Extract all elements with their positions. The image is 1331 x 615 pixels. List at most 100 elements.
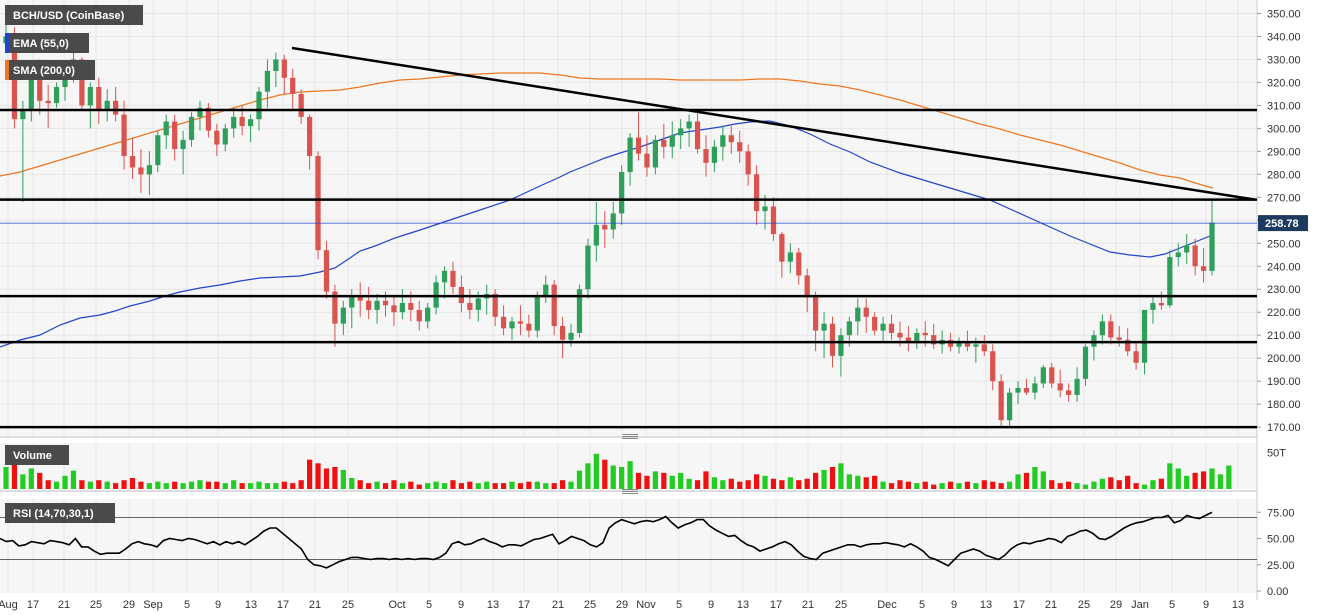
price-tick-label: 180.00 <box>1267 399 1301 411</box>
rsi-tag-label: RSI (14,70,30,1) <box>13 508 94 520</box>
last-price-value: 258.78 <box>1265 218 1299 230</box>
volume-bar-down <box>888 483 895 489</box>
candle-up <box>28 75 34 110</box>
time-tick-label: Jan <box>1131 599 1149 611</box>
volume-bar-down <box>332 467 338 489</box>
candle-up <box>256 91 262 120</box>
volume-bar-down <box>298 480 304 489</box>
volume-bar-up <box>652 471 658 489</box>
volume-bar-up <box>399 483 405 489</box>
candle-down <box>897 332 903 338</box>
volume-bar-down <box>694 480 701 489</box>
volume-bar-up <box>838 463 844 489</box>
candle-up <box>1184 245 1190 253</box>
volume-bar-up <box>3 467 9 489</box>
price-tick-label: 230.00 <box>1267 284 1301 296</box>
candle-up <box>846 321 852 336</box>
volume-bar-down <box>172 481 178 489</box>
candle-down <box>298 93 304 117</box>
candle-down <box>79 59 85 106</box>
price-tick-label: 210.00 <box>1267 330 1301 342</box>
time-tick-label: 17 <box>27 599 39 611</box>
volume-bar-up <box>180 483 186 489</box>
volume-bar-down <box>138 481 144 489</box>
candle-up <box>855 307 861 322</box>
time-tick-label: 25 <box>835 599 847 611</box>
volume-bar-up <box>973 483 979 489</box>
time-tick-label: 25 <box>342 599 354 611</box>
candle-down <box>635 137 642 154</box>
candle-up <box>104 100 110 110</box>
candle-up <box>425 307 431 322</box>
candle-up <box>585 245 591 290</box>
candle-down <box>804 275 810 297</box>
volume-bar-down <box>45 480 51 489</box>
candle-up <box>87 87 93 106</box>
candle-up <box>821 323 827 331</box>
time-tick-label: 9 <box>708 599 714 611</box>
candle-down <box>1116 337 1122 340</box>
volume-bar-up <box>1167 463 1173 489</box>
legend-tags[interactable]: BCH/USD (CoinBase) EMA (55,0) SMA (200,0) V… <box>5 5 143 523</box>
volume-bar-up <box>1015 474 1021 489</box>
volume-bar-down <box>1116 480 1122 489</box>
volume-bar-up <box>1091 481 1097 489</box>
candle-up <box>349 296 355 308</box>
volume-bar-up <box>20 474 26 489</box>
candle-up <box>720 135 726 147</box>
candle-down <box>306 116 313 156</box>
time-tick-label: 21 <box>58 599 70 611</box>
volume-bar-down <box>1200 471 1207 489</box>
volume-bar-down <box>644 475 650 489</box>
volume-bar-down <box>703 471 709 489</box>
time-tick-label: 9 <box>458 599 464 611</box>
candle-down <box>863 307 869 317</box>
ema-55-line <box>0 120 1214 348</box>
candle-down <box>964 342 971 347</box>
candle-up <box>1175 252 1181 258</box>
price-tick-label: 270.00 <box>1267 192 1301 204</box>
volume-bar-up <box>509 481 515 489</box>
volume-bar-down <box>905 481 912 489</box>
volume-bar-up <box>53 481 60 489</box>
sma-tag-box[interactable] <box>5 60 95 80</box>
symbol-tag-box[interactable] <box>5 5 143 25</box>
candle-down <box>1023 388 1030 393</box>
volume-bar-down <box>779 480 785 489</box>
candle-up <box>197 107 203 117</box>
volume-bar-up <box>1226 465 1232 489</box>
candle-down <box>517 321 524 324</box>
candle-down <box>1125 339 1131 352</box>
candle-down <box>121 114 127 156</box>
volume-bar-down <box>281 481 287 489</box>
rsi-tick-label: 25.00 <box>1267 560 1295 572</box>
volume-tag-box[interactable] <box>5 445 69 465</box>
volume-bar-down <box>964 481 971 489</box>
ema-tag-color-swatch <box>5 33 9 53</box>
time-tick-label: 21 <box>1045 599 1057 611</box>
price-tick-label: 300.00 <box>1267 123 1301 135</box>
price-tick-label: 330.00 <box>1267 54 1301 66</box>
descending-trendline[interactable] <box>291 46 1256 201</box>
candle-up <box>273 59 279 71</box>
candle-up <box>973 344 979 347</box>
time-tick-label: 5 <box>426 599 432 611</box>
candle-down <box>1192 245 1198 267</box>
candle-down <box>290 77 296 94</box>
volume-bar-down <box>813 472 819 489</box>
rsi-tag-box[interactable] <box>5 503 115 523</box>
volume-bar-down <box>1049 480 1055 489</box>
volume-bar-up <box>787 477 793 489</box>
grid-lines <box>0 0 1257 593</box>
ema-tag-box[interactable] <box>5 33 89 53</box>
price-tick-label: 190.00 <box>1267 376 1301 388</box>
time-tick-label: 13 <box>487 599 499 611</box>
candle-up <box>1141 309 1148 363</box>
volume-bar-up <box>610 465 616 489</box>
candle-up <box>762 206 768 212</box>
volume-bar-up <box>939 483 945 489</box>
time-tick-label: 13 <box>245 599 257 611</box>
volume-bar-down <box>728 478 734 489</box>
candle-up <box>669 135 675 147</box>
volume-bar-down <box>1133 483 1139 489</box>
